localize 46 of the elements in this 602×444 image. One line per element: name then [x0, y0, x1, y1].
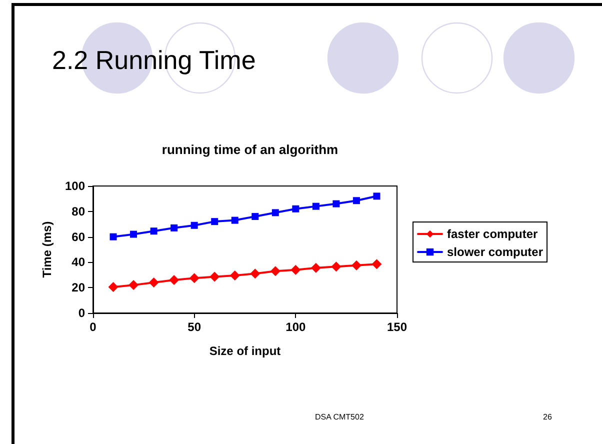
point: [110, 233, 117, 240]
y-tick-label: 20: [72, 280, 86, 295]
x-tick-label: 50: [188, 320, 202, 334]
point: [108, 282, 118, 292]
chart-title: 2.2 Running Time: [52, 45, 256, 75]
point: [290, 264, 301, 275]
point: [312, 202, 320, 210]
text: DSA CMT502: [315, 412, 364, 422]
y-tick-label: 80: [72, 204, 86, 218]
point: [231, 216, 238, 224]
point: [190, 222, 198, 229]
point: [332, 200, 340, 208]
point: [351, 260, 362, 270]
x-tick-label: 100: [286, 320, 306, 334]
legend-label: slower computer: [447, 245, 544, 259]
x-axis-title: Size of input: [209, 344, 281, 358]
point: [270, 266, 280, 276]
x-tick-label: 150: [386, 320, 408, 334]
legend-label: faster computer: [447, 227, 538, 241]
point: [210, 272, 220, 282]
point: [148, 278, 159, 288]
point: [373, 192, 380, 200]
point: [272, 209, 279, 216]
y-axis-title: Time (ms): [40, 221, 54, 278]
y-tick-label: 60: [72, 230, 86, 244]
point: [130, 230, 138, 238]
y-tick-label: 40: [72, 255, 86, 270]
point: [292, 205, 300, 212]
point: [128, 280, 139, 290]
point: [352, 197, 360, 204]
point: [252, 212, 259, 220]
chart-subtitle: running time of an algorithm: [162, 142, 338, 157]
point: [169, 274, 180, 285]
point: [211, 218, 218, 226]
point: [230, 270, 240, 281]
point: [150, 228, 158, 235]
point: [372, 259, 382, 270]
point: [331, 262, 342, 272]
x-tick-label: 0: [90, 320, 97, 334]
point: [310, 262, 321, 273]
point: [250, 268, 260, 279]
point: [189, 273, 200, 284]
point: [170, 224, 178, 232]
y-tick-label: 0: [78, 306, 86, 320]
y-tick-label: 100: [64, 179, 86, 193]
text: 26: [543, 412, 552, 422]
